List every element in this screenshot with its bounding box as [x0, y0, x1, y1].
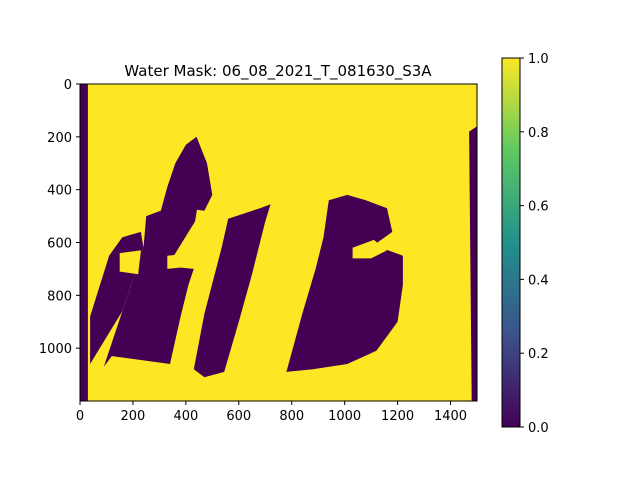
x-tick-label: 1400 — [434, 409, 467, 424]
x-tick-label: 600 — [226, 409, 251, 424]
x-tick-label: 1200 — [381, 409, 414, 424]
heatmap-region-right-edge-strip — [469, 126, 477, 401]
x-tick-label: 0 — [76, 409, 84, 424]
y-tick-label: 200 — [47, 131, 72, 146]
heatmap-region-inner-lake-mid — [167, 253, 194, 269]
heatmap-region-northern-inlet — [159, 136, 213, 217]
y-tick-label: 0 — [64, 78, 72, 93]
y-tick-label: 800 — [47, 289, 72, 304]
heatmap-region-inner-lake-right — [352, 239, 387, 259]
y-tick-label: 600 — [47, 237, 72, 252]
colorbar-tick-label: 0.6 — [528, 200, 549, 215]
heatmap-region-swath-2 — [193, 204, 271, 378]
colorbar-frame — [501, 57, 521, 428]
colorbar-ticks: 0.0 0.2 0.4 0.6 0.8 1.0 — [520, 52, 549, 436]
heatmap-image — [80, 84, 477, 401]
heatmap-region-inner-lake-left — [119, 250, 141, 275]
x-tick-label: 800 — [279, 409, 304, 424]
heatmap-region-swath-3 — [286, 194, 403, 372]
colorbar-tick-label: 0.4 — [528, 273, 549, 288]
y-tick-label: 1000 — [39, 342, 72, 357]
y-axis: 0 200 400 600 800 1000 — [39, 78, 80, 357]
colorbar: 0.0 0.2 0.4 0.6 0.8 1.0 — [501, 52, 549, 436]
colorbar-tick-label: 0.2 — [528, 347, 549, 362]
colorbar-tick-label: 0.8 — [528, 126, 549, 141]
chart-title: Water Mask: 06_08_2021_T_081630_S3A — [124, 62, 432, 81]
x-axis: 0 200 400 600 800 1000 1200 1400 — [76, 401, 467, 424]
heatmap-region-left-edge-strip — [80, 84, 88, 401]
colorbar-tick-label: 1.0 — [528, 52, 549, 67]
x-tick-label: 1000 — [328, 409, 361, 424]
colorbar-tick-label: 0.0 — [528, 421, 549, 436]
x-tick-label: 200 — [121, 409, 146, 424]
x-tick-label: 400 — [173, 409, 198, 424]
y-tick-label: 400 — [47, 184, 72, 199]
colorbar-scale — [502, 58, 520, 427]
heatmap-region-swath-1 — [103, 204, 198, 367]
